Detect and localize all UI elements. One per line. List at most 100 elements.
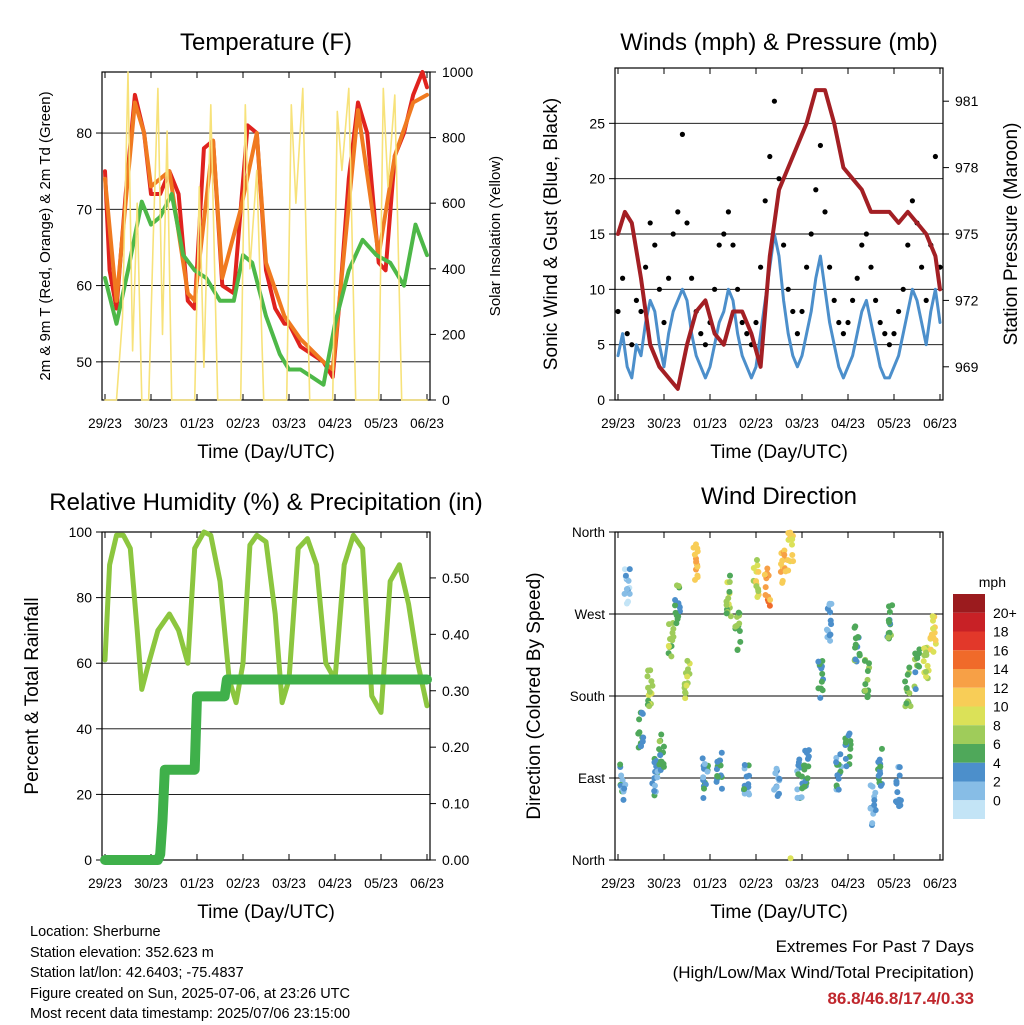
direction-point xyxy=(896,772,903,779)
direction-point xyxy=(682,689,689,696)
direction-point xyxy=(828,621,835,628)
y-tick-label: 50 xyxy=(76,354,92,370)
direction-point xyxy=(827,631,834,638)
x-tick-label: 30/23 xyxy=(647,876,681,891)
direction-point xyxy=(893,778,900,785)
series-station-pressure xyxy=(616,88,942,391)
direction-point xyxy=(861,657,868,664)
direction-point xyxy=(771,786,778,793)
x-tick-label: 02/23 xyxy=(226,416,260,431)
chart-temperature: Temperature (F) Time (Day/UTC) 29/23 30/23 0… xyxy=(37,29,504,463)
direction-point xyxy=(669,637,676,644)
direction-point xyxy=(842,739,849,746)
direction-point xyxy=(741,786,748,793)
gust-point xyxy=(744,331,750,337)
direction-point xyxy=(701,785,708,792)
legend-swatch xyxy=(953,669,985,688)
y2-tick-label: 975 xyxy=(955,226,979,242)
y-tick-label: North xyxy=(572,525,605,540)
gust-point xyxy=(868,264,874,270)
direction-point xyxy=(672,596,679,603)
x-tick-label: 04/23 xyxy=(831,876,865,891)
direction-point xyxy=(867,782,874,789)
x-tick-label: 04/23 xyxy=(831,416,865,431)
direction-point xyxy=(852,623,859,630)
direction-point xyxy=(755,568,762,575)
direction-point xyxy=(718,749,725,756)
direction-point xyxy=(878,745,885,752)
direction-point xyxy=(774,793,781,800)
y-tick-label: 40 xyxy=(76,721,92,737)
direction-point xyxy=(685,666,692,673)
direction-point xyxy=(651,759,658,766)
direction-point xyxy=(923,649,930,656)
direction-point xyxy=(727,613,734,620)
direction-point xyxy=(718,785,725,792)
direction-point xyxy=(834,772,841,779)
direction-point xyxy=(906,664,913,671)
gust-point xyxy=(670,231,676,237)
gust-point xyxy=(684,220,690,226)
y-tick-label: 80 xyxy=(76,125,92,141)
direction-point xyxy=(869,820,876,827)
gust-point xyxy=(896,308,902,315)
y-tick-label: 0 xyxy=(597,392,605,408)
gust-point xyxy=(840,331,847,337)
direction-point xyxy=(877,782,884,789)
direction-point xyxy=(929,613,936,620)
legend-swatch xyxy=(953,650,985,669)
gust-point xyxy=(808,231,814,237)
direction-point xyxy=(784,557,791,564)
y-tick-label: 25 xyxy=(589,115,605,131)
legend-label: 0 xyxy=(993,792,1001,808)
x-tick-label: 29/23 xyxy=(88,416,122,431)
direction-point xyxy=(930,625,937,632)
x-axis-label: Time (Day/UTC) xyxy=(710,902,848,923)
x-tick-label: 06/23 xyxy=(410,416,444,431)
direction-point xyxy=(639,710,646,717)
x-tick-label: 05/23 xyxy=(364,876,398,891)
direction-point xyxy=(819,670,826,677)
x-tick-label: 05/23 xyxy=(877,876,911,891)
gust-point xyxy=(905,242,911,248)
direction-point xyxy=(871,797,878,804)
gust-point xyxy=(836,319,842,326)
y-tick-label: West xyxy=(574,607,605,622)
legend-label: 16 xyxy=(993,642,1009,658)
legend-label: 12 xyxy=(993,680,1009,696)
direction-point xyxy=(922,668,929,675)
legend-swatch xyxy=(953,725,985,744)
direction-point xyxy=(886,619,893,626)
chart-winds: Winds (mph) & Pressure (mb) Time (Day/UTC… xyxy=(541,29,1022,463)
direction-point xyxy=(877,763,884,770)
gust-point xyxy=(666,275,672,281)
x-axis-label: Time (Day/UTC) xyxy=(710,442,848,463)
legend-label: 18 xyxy=(993,624,1009,640)
direction-point xyxy=(754,594,761,601)
x-tick-label: 03/23 xyxy=(785,416,819,431)
direction-point xyxy=(683,682,690,689)
gust-point xyxy=(863,231,870,237)
series-2m-td xyxy=(103,192,429,387)
legend-label: 4 xyxy=(993,755,1001,771)
y2-tick-label: 978 xyxy=(955,160,979,176)
direction-point xyxy=(750,565,757,572)
y2-axis-label: Station Pressure (Maroon) xyxy=(1001,123,1022,346)
direction-point xyxy=(932,637,939,644)
direction-point xyxy=(753,583,760,590)
y-tick-label: North xyxy=(572,853,605,868)
direction-point xyxy=(826,601,833,608)
gust-point xyxy=(620,275,626,281)
direction-point xyxy=(875,758,882,765)
y-axis-label: 2m & 9m T (Red, Orange) & 2m Td (Green) xyxy=(37,91,54,380)
legend-swatch xyxy=(953,687,985,707)
direction-point xyxy=(637,742,644,749)
gust-point xyxy=(661,319,667,326)
gust-point xyxy=(827,264,833,270)
direction-point xyxy=(896,764,903,771)
direction-point xyxy=(660,763,667,770)
direction-point xyxy=(736,627,743,634)
direction-point xyxy=(701,761,708,768)
gust-point xyxy=(854,275,860,281)
y2-tick-label: 0.00 xyxy=(442,852,469,868)
